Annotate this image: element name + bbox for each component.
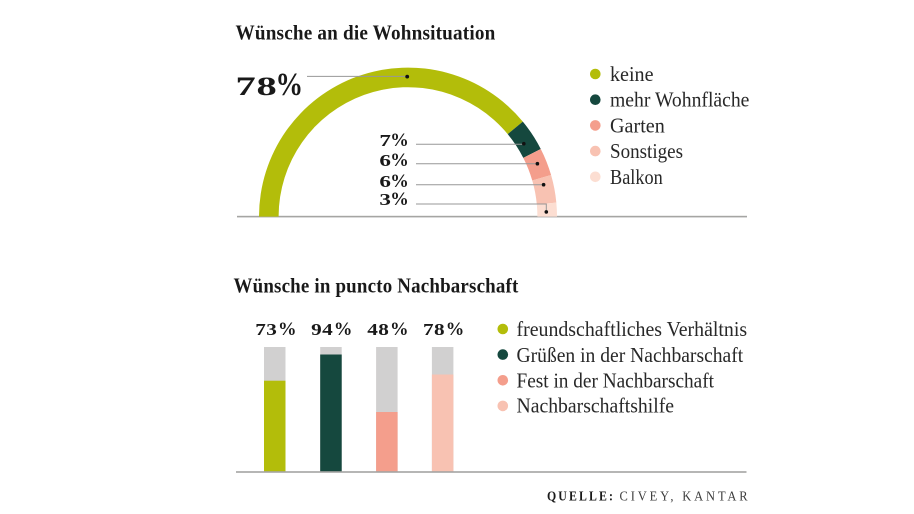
svg-text:Nachbarschaftshilfe: Nachbarschaftshilfe (517, 394, 675, 418)
svg-text:CIVEY, KANTAR: CIVEY, KANTAR (620, 490, 751, 505)
svg-text:7%: 7% (379, 131, 409, 151)
svg-text:keine: keine (610, 62, 654, 86)
svg-text:94%: 94% (311, 320, 353, 340)
svg-text:3%: 3% (379, 190, 409, 210)
svg-text:Grüßen in der Nachbarschaft: Grüßen in der Nachbarschaft (517, 343, 744, 367)
svg-text:QUELLE:: QUELLE: (547, 490, 615, 505)
svg-text:6%: 6% (379, 151, 409, 171)
svg-text:Garten: Garten (610, 113, 665, 137)
svg-text:6%: 6% (379, 172, 409, 192)
svg-text:Fest in der Nachbarschaft: Fest in der Nachbarschaft (517, 369, 715, 393)
svg-text:freundschaftliches Verhältnis: freundschaftliches Verhältnis (517, 317, 748, 341)
svg-text:48%: 48% (367, 320, 409, 340)
svg-text:mehr Wohnfläche: mehr Wohnfläche (610, 88, 749, 112)
svg-text:Wünsche an die Wohnsituation: Wünsche an die Wohnsituation (236, 21, 496, 45)
svg-text:Balkon: Balkon (610, 165, 663, 189)
svg-text:Wünsche in puncto Nachbarschaf: Wünsche in puncto Nachbarschaft (234, 274, 519, 298)
svg-text:78%: 78% (423, 320, 465, 340)
svg-text:Sonstiges: Sonstiges (610, 139, 683, 163)
svg-text:73%: 73% (255, 320, 297, 340)
svg-text:78%: 78% (236, 67, 304, 103)
